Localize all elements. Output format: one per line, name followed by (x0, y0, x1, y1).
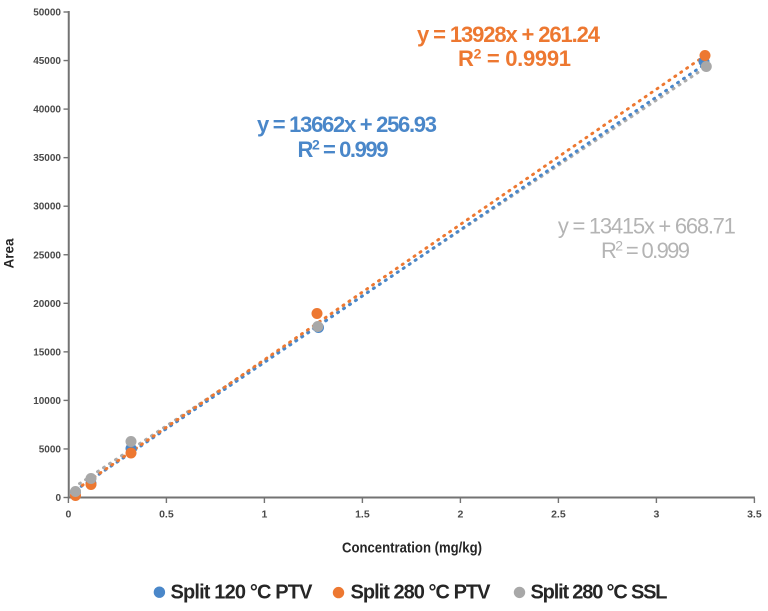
svg-text:Area: Area (2, 238, 17, 269)
svg-text:10000: 10000 (33, 396, 61, 407)
svg-text:y = 13662x + 256.93: y = 13662x + 256.93 (257, 112, 437, 137)
svg-text:Split 120 °C PTV: Split 120 °C PTV (171, 582, 314, 604)
svg-text:R2 = 0.999: R2 = 0.999 (601, 238, 690, 264)
svg-text:R2 = 0.999: R2 = 0.999 (298, 137, 389, 163)
svg-text:2.5: 2.5 (551, 509, 566, 521)
svg-text:45000: 45000 (33, 56, 61, 67)
svg-text:50000: 50000 (33, 8, 61, 19)
svg-text:5000: 5000 (39, 444, 62, 455)
svg-text:y = 13928x + 261.24: y = 13928x + 261.24 (417, 22, 601, 47)
svg-text:Split 280 °C SSL: Split 280 °C SSL (531, 582, 668, 604)
svg-text:30000: 30000 (33, 202, 61, 213)
svg-text:1.5: 1.5 (355, 509, 370, 521)
svg-text:0.5: 0.5 (159, 509, 174, 521)
svg-text:40000: 40000 (33, 105, 61, 116)
svg-text:15000: 15000 (33, 347, 61, 358)
svg-text:1: 1 (261, 509, 267, 521)
svg-text:35000: 35000 (33, 153, 61, 164)
svg-text:0: 0 (65, 509, 71, 521)
svg-text:Split 280 °C PTV: Split 280 °C PTV (351, 582, 492, 604)
svg-text:20000: 20000 (33, 299, 61, 310)
svg-text:2: 2 (457, 509, 463, 521)
svg-text:0: 0 (55, 493, 61, 504)
svg-text:3: 3 (653, 509, 659, 521)
svg-text:R2 = 0.9991: R2 = 0.9991 (458, 46, 571, 72)
svg-text:y = 13415x + 668.71: y = 13415x + 668.71 (558, 214, 736, 239)
svg-text:25000: 25000 (33, 250, 61, 261)
svg-text:3.5: 3.5 (747, 509, 762, 521)
svg-text:Concentration (mg/kg): Concentration (mg/kg) (342, 541, 482, 557)
